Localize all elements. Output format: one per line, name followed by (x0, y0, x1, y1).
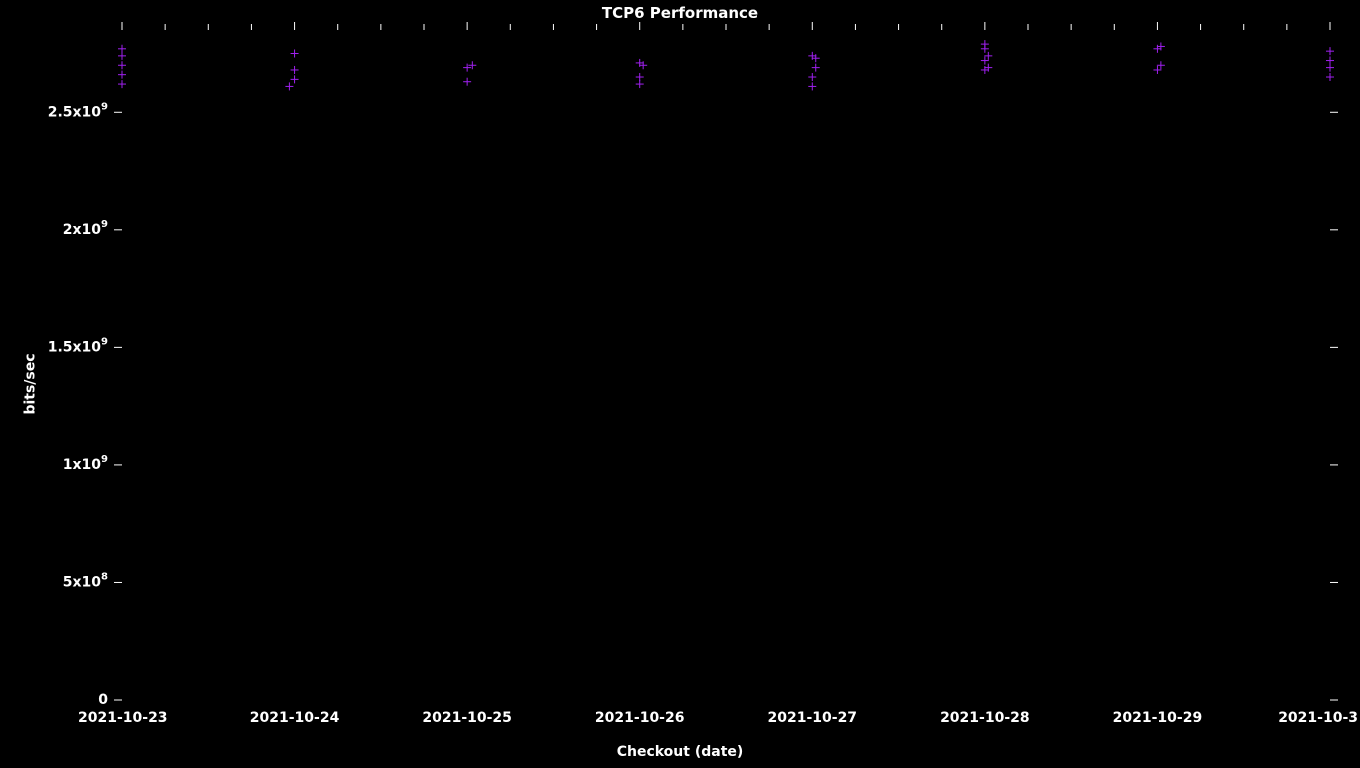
chart-title: TCP6 Performance (0, 4, 1360, 22)
svg-text:2021-10-29: 2021-10-29 (1113, 710, 1203, 726)
svg-text:2021-10-27: 2021-10-27 (768, 710, 858, 726)
chart-plot-area: 0 5x108 1x109 1.5x109 2x109 2.5x109 2021-10-23… (0, 0, 1360, 768)
y-axis-label: bits/sec (23, 353, 39, 414)
svg-text:1x109: 1x109 (63, 454, 108, 473)
svg-text:5x108: 5x108 (63, 571, 108, 590)
svg-text:2.5x109: 2.5x109 (48, 101, 108, 120)
svg-text:2021-10-26: 2021-10-26 (595, 710, 685, 726)
svg-text:2021-10-24: 2021-10-24 (250, 710, 340, 726)
svg-text:1.5x109: 1.5x109 (48, 336, 108, 355)
svg-text:2021-10-3: 2021-10-3 (1278, 710, 1358, 726)
svg-text:0: 0 (98, 692, 108, 708)
svg-text:2x109: 2x109 (63, 219, 108, 238)
svg-text:2021-10-25: 2021-10-25 (422, 710, 512, 726)
svg-text:2021-10-23: 2021-10-23 (78, 710, 168, 726)
svg-text:2021-10-28: 2021-10-28 (940, 710, 1030, 726)
tcp6-performance-chart: TCP6 Performance bits/sec Checkout (date… (0, 0, 1360, 768)
x-axis-label: Checkout (date) (0, 744, 1360, 760)
